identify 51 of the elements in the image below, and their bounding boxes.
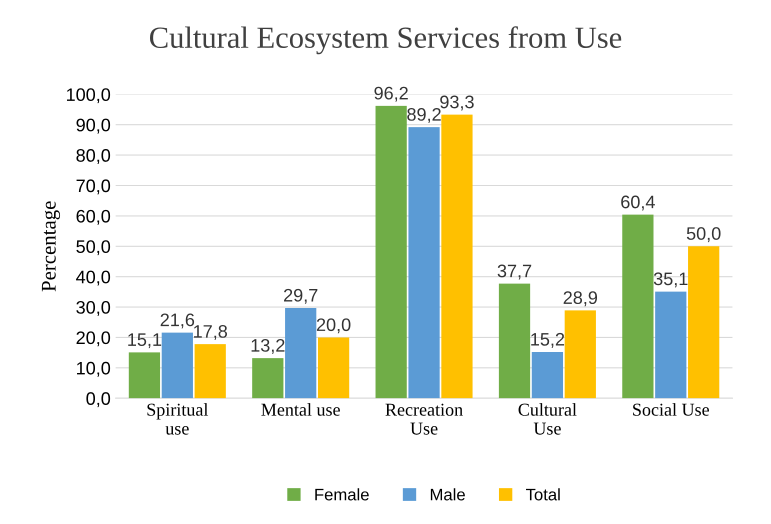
bar bbox=[194, 344, 226, 398]
bar bbox=[128, 352, 160, 398]
x-tick-label: Cultural Use bbox=[518, 403, 577, 435]
x-tick-label: Recreation Use bbox=[385, 404, 463, 435]
bar bbox=[564, 310, 596, 398]
bar bbox=[441, 114, 473, 398]
bar bbox=[162, 332, 193, 398]
data-label: 37,7 bbox=[498, 264, 532, 280]
x-tick-label: Social Use bbox=[633, 403, 710, 416]
y-axis-title: Percentage bbox=[42, 201, 60, 292]
legend-label: Total bbox=[526, 488, 560, 500]
data-label: 17,8 bbox=[194, 325, 228, 340]
bar bbox=[498, 284, 530, 398]
data-label: 29,7 bbox=[284, 288, 318, 304]
y-tick-label: 20,0 bbox=[76, 331, 110, 346]
data-label: 13,2 bbox=[252, 338, 284, 354]
chart-title: Cultural Ecosystem Services from Use bbox=[150, 26, 622, 54]
data-label: 60,4 bbox=[621, 196, 655, 210]
data-label: 93,3 bbox=[440, 96, 474, 110]
bar bbox=[622, 214, 654, 398]
bar bbox=[252, 358, 284, 398]
bar bbox=[408, 127, 440, 398]
data-label: 21,6 bbox=[160, 313, 194, 328]
bar bbox=[376, 106, 407, 398]
data-label: 20,0 bbox=[316, 318, 350, 334]
y-tick-label: 10,0 bbox=[77, 362, 110, 377]
data-label: 89,2 bbox=[407, 108, 441, 123]
x-tick-label: Spiritual use bbox=[147, 403, 208, 435]
y-tick-label: 80,0 bbox=[76, 149, 110, 164]
data-label: 28,9 bbox=[564, 291, 598, 306]
y-tick-label: 50,0 bbox=[76, 240, 110, 256]
data-label: 96,2 bbox=[374, 86, 408, 102]
bar bbox=[285, 308, 316, 398]
y-tick-label: 90,0 bbox=[76, 118, 110, 134]
data-label: 15,1 bbox=[128, 333, 162, 348]
legend-label: Male bbox=[430, 488, 465, 500]
x-tick-label: Mental use bbox=[261, 403, 340, 416]
y-tick-label: 100,0 bbox=[66, 88, 110, 104]
data-label: 35,1 bbox=[654, 272, 688, 288]
y-tick-label: 70,0 bbox=[76, 179, 110, 194]
y-tick-label: 60,0 bbox=[76, 210, 110, 225]
y-tick-label: 30,0 bbox=[76, 301, 110, 316]
y-tick-label: 40,0 bbox=[76, 270, 110, 286]
bar bbox=[655, 292, 686, 398]
bar bbox=[688, 246, 720, 398]
y-tick-label: 0,0 bbox=[86, 392, 110, 408]
bar bbox=[318, 337, 350, 398]
legend-label: Female bbox=[315, 488, 369, 500]
bar bbox=[532, 352, 564, 398]
data-label: 50,0 bbox=[686, 227, 721, 242]
data-label: 15,2 bbox=[531, 332, 564, 348]
